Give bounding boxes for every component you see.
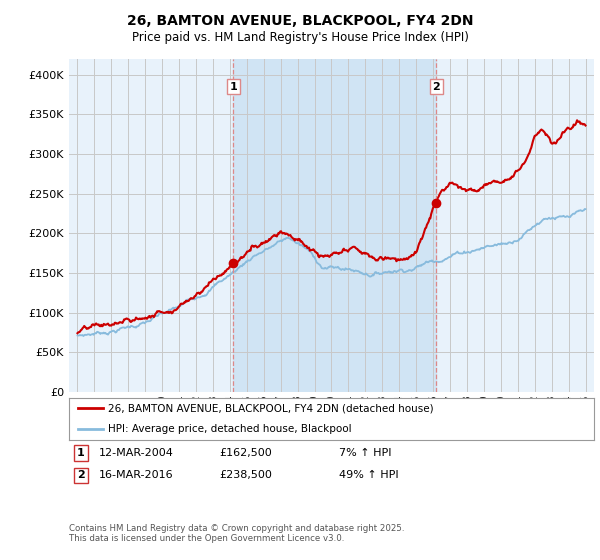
Text: £162,500: £162,500	[219, 448, 272, 458]
Text: 7% ↑ HPI: 7% ↑ HPI	[339, 448, 391, 458]
Text: HPI: Average price, detached house, Blackpool: HPI: Average price, detached house, Blac…	[109, 424, 352, 434]
Text: 49% ↑ HPI: 49% ↑ HPI	[339, 470, 398, 480]
Text: 12-MAR-2004: 12-MAR-2004	[99, 448, 174, 458]
Text: Contains HM Land Registry data © Crown copyright and database right 2025.
This d: Contains HM Land Registry data © Crown c…	[69, 524, 404, 543]
Text: 16-MAR-2016: 16-MAR-2016	[99, 470, 173, 480]
Text: 2: 2	[433, 82, 440, 92]
Text: Price paid vs. HM Land Registry's House Price Index (HPI): Price paid vs. HM Land Registry's House …	[131, 31, 469, 44]
Text: 26, BAMTON AVENUE, BLACKPOOL, FY4 2DN (detached house): 26, BAMTON AVENUE, BLACKPOOL, FY4 2DN (d…	[109, 403, 434, 413]
Text: 2: 2	[77, 470, 85, 480]
Text: 26, BAMTON AVENUE, BLACKPOOL, FY4 2DN: 26, BAMTON AVENUE, BLACKPOOL, FY4 2DN	[127, 14, 473, 28]
Bar	[233, 59, 436, 392]
Text: £238,500: £238,500	[219, 470, 272, 480]
Text: 1: 1	[77, 448, 85, 458]
Text: 1: 1	[229, 82, 237, 92]
